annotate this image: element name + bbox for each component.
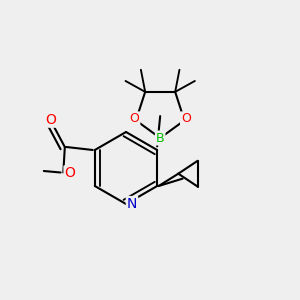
Text: O: O bbox=[45, 113, 56, 127]
Text: O: O bbox=[64, 167, 75, 180]
Text: O: O bbox=[130, 112, 140, 125]
Text: N: N bbox=[127, 197, 137, 211]
Text: O: O bbox=[181, 112, 191, 125]
Text: B: B bbox=[156, 131, 164, 145]
